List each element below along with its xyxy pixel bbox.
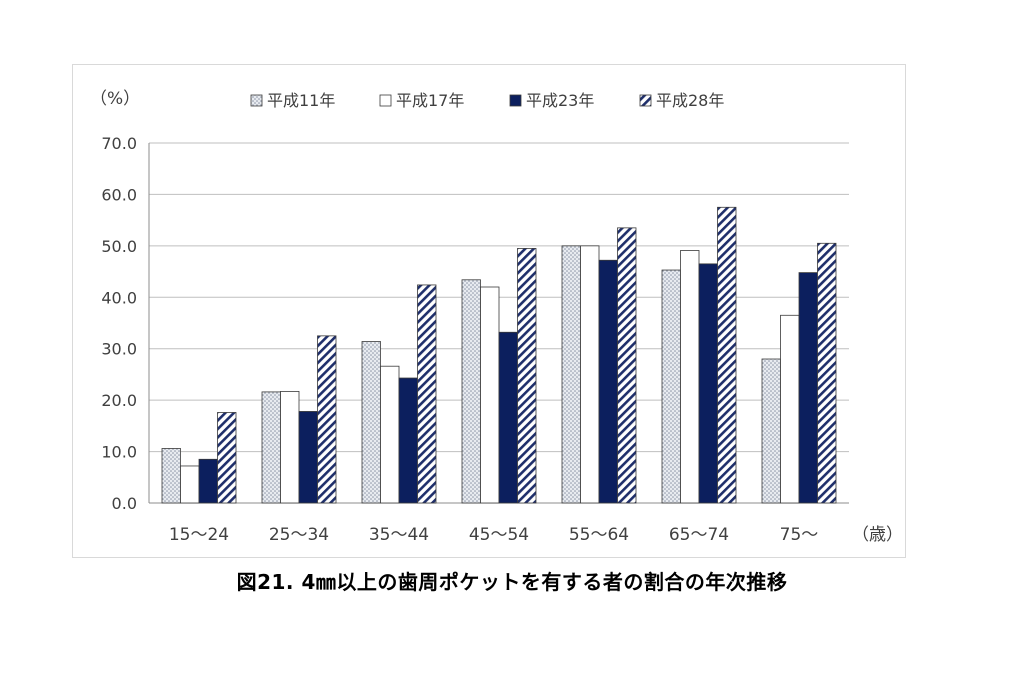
y-tick-label: 10.0 [101, 443, 137, 462]
x-tick-label: 45～54 [469, 525, 529, 545]
bar [817, 242, 837, 504]
bar [598, 259, 618, 504]
x-tick-label: 65～74 [669, 525, 729, 545]
x-tick-label: 75～ [780, 525, 819, 545]
bar [661, 269, 681, 504]
chart-frame [72, 64, 906, 558]
figure-caption: 図21. 4㎜以上の歯周ポケットを有する者の割合の年次推移 [236, 570, 788, 594]
bar [498, 331, 518, 504]
y-unit-label: （%） [90, 89, 140, 109]
y-tick-label: 70.0 [101, 134, 137, 153]
bar [261, 391, 281, 504]
bar [161, 448, 181, 504]
bars [161, 206, 837, 504]
y-tick-label: 0.0 [112, 494, 137, 513]
bar [361, 341, 381, 504]
x-tick-label: 55～64 [569, 525, 629, 545]
legend-label: 平成17年 [396, 91, 464, 110]
bar [280, 390, 300, 504]
legend: 平成11年 平成17年 平成23年 平成28年 [250, 91, 724, 110]
legend-swatch [379, 94, 392, 107]
bar [698, 263, 718, 504]
bar [717, 206, 737, 504]
legend-label: 平成23年 [526, 91, 594, 110]
x-tick-label: 25～34 [269, 525, 329, 545]
bar-chart: 0.0 10.0 20.0 30.0 40.0 50.0 60.0 70.0 （%） 15～24 2… [90, 89, 903, 545]
legend-label: 平成11年 [267, 91, 335, 110]
legend-swatch [250, 94, 263, 107]
bar [461, 279, 481, 504]
y-tick-label: 30.0 [101, 340, 137, 359]
bar [217, 412, 237, 504]
bar [180, 465, 200, 504]
x-tick-label: 15～24 [169, 525, 229, 545]
bar [298, 411, 318, 504]
bar [580, 245, 600, 504]
bar [198, 458, 218, 504]
axis-labels: 0.0 10.0 20.0 30.0 40.0 50.0 60.0 70.0 （%） 15～24 2… [90, 89, 903, 545]
legend-label: 平成28年 [656, 91, 724, 110]
legend-swatch [639, 94, 652, 107]
x-unit-label: （歳） [852, 525, 903, 545]
y-tick-label: 40.0 [101, 288, 137, 307]
bar [680, 250, 700, 504]
bar [798, 272, 818, 504]
y-tick-label: 60.0 [101, 185, 137, 204]
y-tick-label: 20.0 [101, 391, 137, 410]
bar [417, 284, 437, 504]
x-tick-label: 35～44 [369, 525, 429, 545]
y-tick-label: 50.0 [101, 237, 137, 256]
bar [380, 365, 400, 504]
bar [561, 245, 581, 504]
bar [617, 227, 637, 504]
bar [517, 248, 537, 504]
bar [761, 358, 781, 504]
bar [480, 286, 500, 504]
legend-swatch [509, 94, 522, 107]
bar [317, 335, 337, 504]
bar [398, 377, 418, 504]
bar [780, 314, 800, 504]
